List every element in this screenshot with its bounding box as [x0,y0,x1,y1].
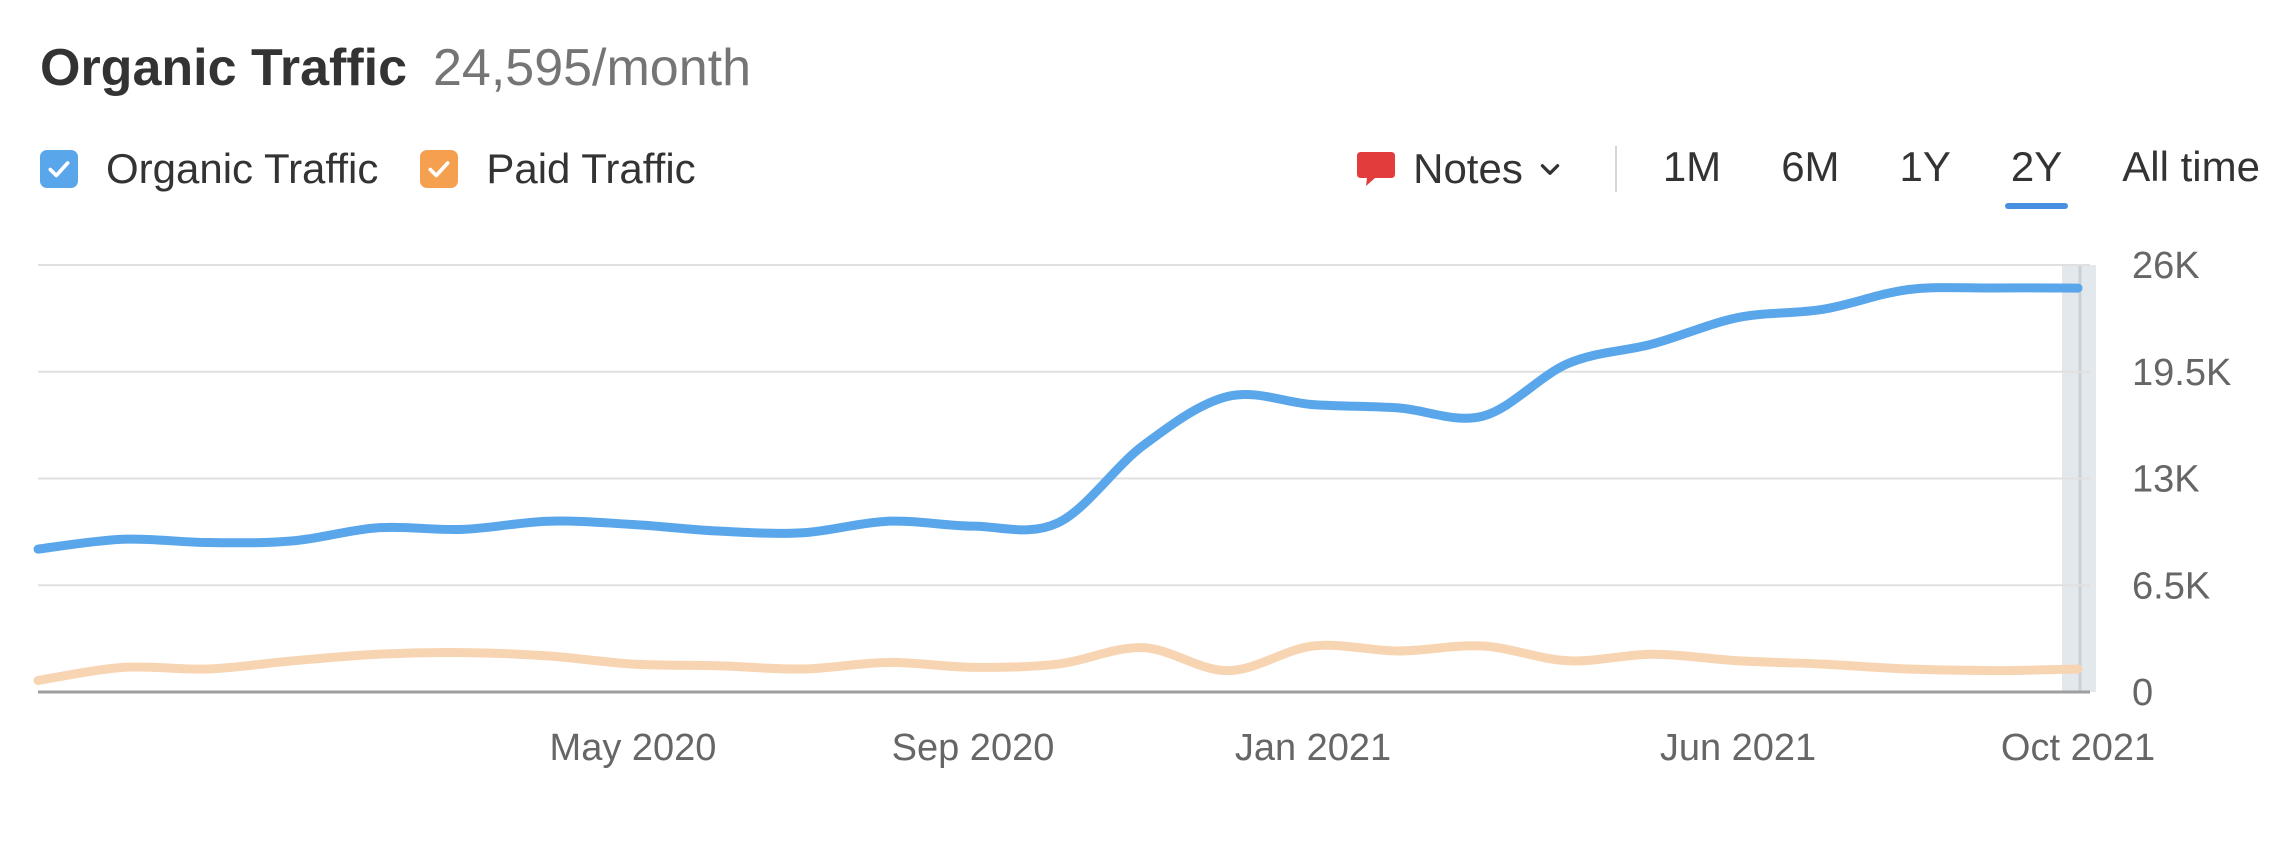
y-tick-label: 0 [2132,672,2153,714]
chart-header: Organic Traffic 24,595/month [40,38,751,108]
y-tick-label: 13K [2132,459,2200,501]
chart-controls: Notes 1M 6M 1Y 2Y All time [1355,140,2260,209]
check-icon [428,161,450,178]
legend-organic-traffic[interactable]: Organic Traffic [40,145,378,193]
range-2y[interactable]: 2Y [2004,143,2069,209]
x-tick-label: Jan 2021 [1235,727,1391,769]
paid-traffic-line [33,640,2083,686]
x-tick-label: May 2020 [550,727,717,769]
comment-icon [1357,152,1396,186]
organic-traffic-line [33,283,2083,554]
legend: Organic Traffic Paid Traffic [40,145,738,193]
chart-title: Organic Traffic [40,39,407,97]
x-tick-label: Jun 2021 [1660,727,1816,769]
range-all-time[interactable]: All time [2122,143,2260,190]
legend-label: Paid Traffic [486,145,696,192]
organic-traffic-checkbox[interactable] [40,150,78,188]
notes-dropdown[interactable]: Notes [1355,145,1563,193]
y-tick-label: 6.5K [2132,565,2210,607]
range-1m[interactable]: 1M [1662,143,1722,190]
traffic-value: 24,595/month [433,39,752,97]
legend-paid-traffic[interactable]: Paid Traffic [420,145,696,193]
paid-traffic-checkbox[interactable] [420,150,459,188]
controls-divider [1614,146,1617,192]
y-tick-label: 19.5K [2132,352,2231,394]
chevron-down-icon [1540,164,1560,175]
notes-label: Notes [1413,145,1523,192]
y-tick-label: 26K [2132,245,2200,287]
legend-label: Organic Traffic [106,145,379,192]
x-tick-label: Oct 2021 [2001,727,2155,769]
range-6m[interactable]: 6M [1781,143,1840,190]
range-1y[interactable]: 1Y [1899,143,1951,190]
check-icon [48,161,70,178]
x-tick-label: Sep 2020 [892,727,1055,769]
